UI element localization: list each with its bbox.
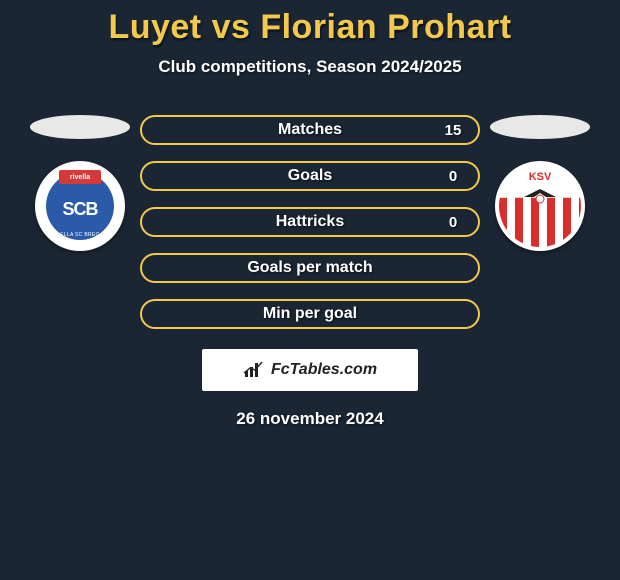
player-right-photo-placeholder xyxy=(490,115,590,139)
club-badge-left-inner: rivella SCB ELLA SC BREG xyxy=(46,172,114,240)
page-title: Luyet vs Florian Prohart xyxy=(0,0,620,47)
player-left-photo-placeholder xyxy=(30,115,130,139)
stat-row: Goals per match xyxy=(140,253,480,283)
stats-column: Matches 15 Goals 0 Hattricks 0 Goals per… xyxy=(140,115,480,329)
club-badge-left-code: SCB xyxy=(62,199,97,220)
stat-label: Matches xyxy=(192,121,428,139)
stat-label: Hattricks xyxy=(192,213,428,231)
date-text: 26 november 2024 xyxy=(0,409,620,429)
stat-value-right: 0 xyxy=(428,214,478,231)
brand-text: FcTables.com xyxy=(271,361,377,379)
club-badge-right-code: KSV xyxy=(499,171,581,183)
stat-label: Goals per match xyxy=(192,259,428,277)
club-badge-left-ribbon: rivella xyxy=(59,170,101,184)
chart-icon xyxy=(243,361,265,379)
player-right-column: KSV xyxy=(480,115,600,251)
subtitle: Club competitions, Season 2024/2025 xyxy=(0,57,620,77)
brand-badge: FcTables.com xyxy=(202,349,418,391)
comparison-card: Luyet vs Florian Prohart Club competitio… xyxy=(0,0,620,580)
stat-label: Min per goal xyxy=(192,305,428,323)
club-badge-left-arc: ELLA SC BREG xyxy=(60,232,99,238)
player-left-column: rivella SCB ELLA SC BREG xyxy=(20,115,140,251)
club-badge-left: rivella SCB ELLA SC BREG xyxy=(35,161,125,251)
stat-row: Goals 0 xyxy=(140,161,480,191)
stat-row: Hattricks 0 xyxy=(140,207,480,237)
stat-label: Goals xyxy=(192,167,428,185)
content-row: rivella SCB ELLA SC BREG Matches 15 Goal… xyxy=(0,115,620,329)
club-badge-right: KSV xyxy=(495,161,585,251)
stat-row: Min per goal xyxy=(140,299,480,329)
stat-value-right: 15 xyxy=(428,122,478,139)
eagle-icon xyxy=(518,187,562,205)
stat-row: Matches 15 xyxy=(140,115,480,145)
stat-value-right: 0 xyxy=(428,168,478,185)
